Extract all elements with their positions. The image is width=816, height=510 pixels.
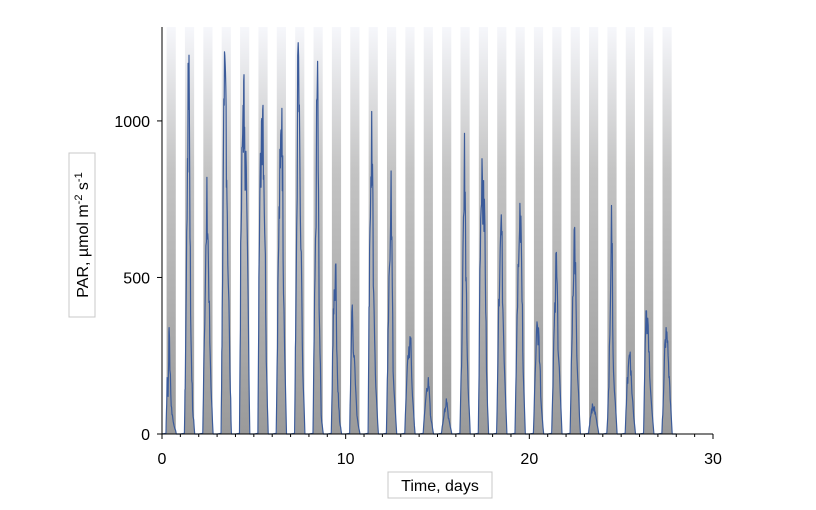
night-band <box>313 27 323 434</box>
y-axis-title-mid: s <box>75 182 92 194</box>
x-axis-title: Time, days <box>401 478 479 495</box>
y-axis-title-group: PAR, µmol m-2 s-1 <box>68 152 96 318</box>
night-band <box>589 27 599 434</box>
x-tick-label: 20 <box>520 451 538 468</box>
y-tick-label: 0 <box>141 427 150 444</box>
night-band <box>276 27 286 434</box>
night-band <box>166 27 176 434</box>
night-band <box>331 27 342 434</box>
night-band <box>644 27 654 434</box>
x-axis-title-box <box>387 471 493 499</box>
night-band <box>442 27 452 434</box>
night-band <box>625 27 635 434</box>
x-tick-label: 0 <box>158 451 167 468</box>
y-axis-title: PAR, µmol m-2 s-1 <box>73 172 92 297</box>
x-tick-label: 10 <box>337 451 355 468</box>
night-band <box>350 27 360 434</box>
night-band <box>221 27 231 434</box>
x-ticks: 0 10 20 30 <box>158 434 722 468</box>
x-tick-label: 30 <box>704 451 722 468</box>
y-tick-label: 500 <box>123 270 150 287</box>
night-band <box>295 27 305 434</box>
night-band <box>203 27 213 434</box>
night-band <box>405 27 415 434</box>
series-layer <box>161 42 677 435</box>
night-band <box>423 27 433 434</box>
y-axis-title-sup2: -1 <box>73 172 85 182</box>
y-ticks: 0 500 1000 <box>114 114 162 444</box>
y-axis-title-sup1: -2 <box>73 195 85 205</box>
night-band <box>258 27 268 434</box>
axes: 0 10 20 30 0 500 1000 <box>114 27 722 468</box>
y-axis-title-main: PAR, µmol m <box>75 204 92 297</box>
night-shading-bands <box>166 27 672 434</box>
night-band <box>662 27 672 434</box>
y-tick-label: 1000 <box>114 114 150 131</box>
par-series-line <box>161 42 677 435</box>
night-band <box>552 27 562 434</box>
y-axis-title-box <box>68 152 96 318</box>
night-band <box>533 27 544 434</box>
night-band <box>240 27 250 434</box>
x-axis-title-group: Time, days <box>387 471 493 499</box>
